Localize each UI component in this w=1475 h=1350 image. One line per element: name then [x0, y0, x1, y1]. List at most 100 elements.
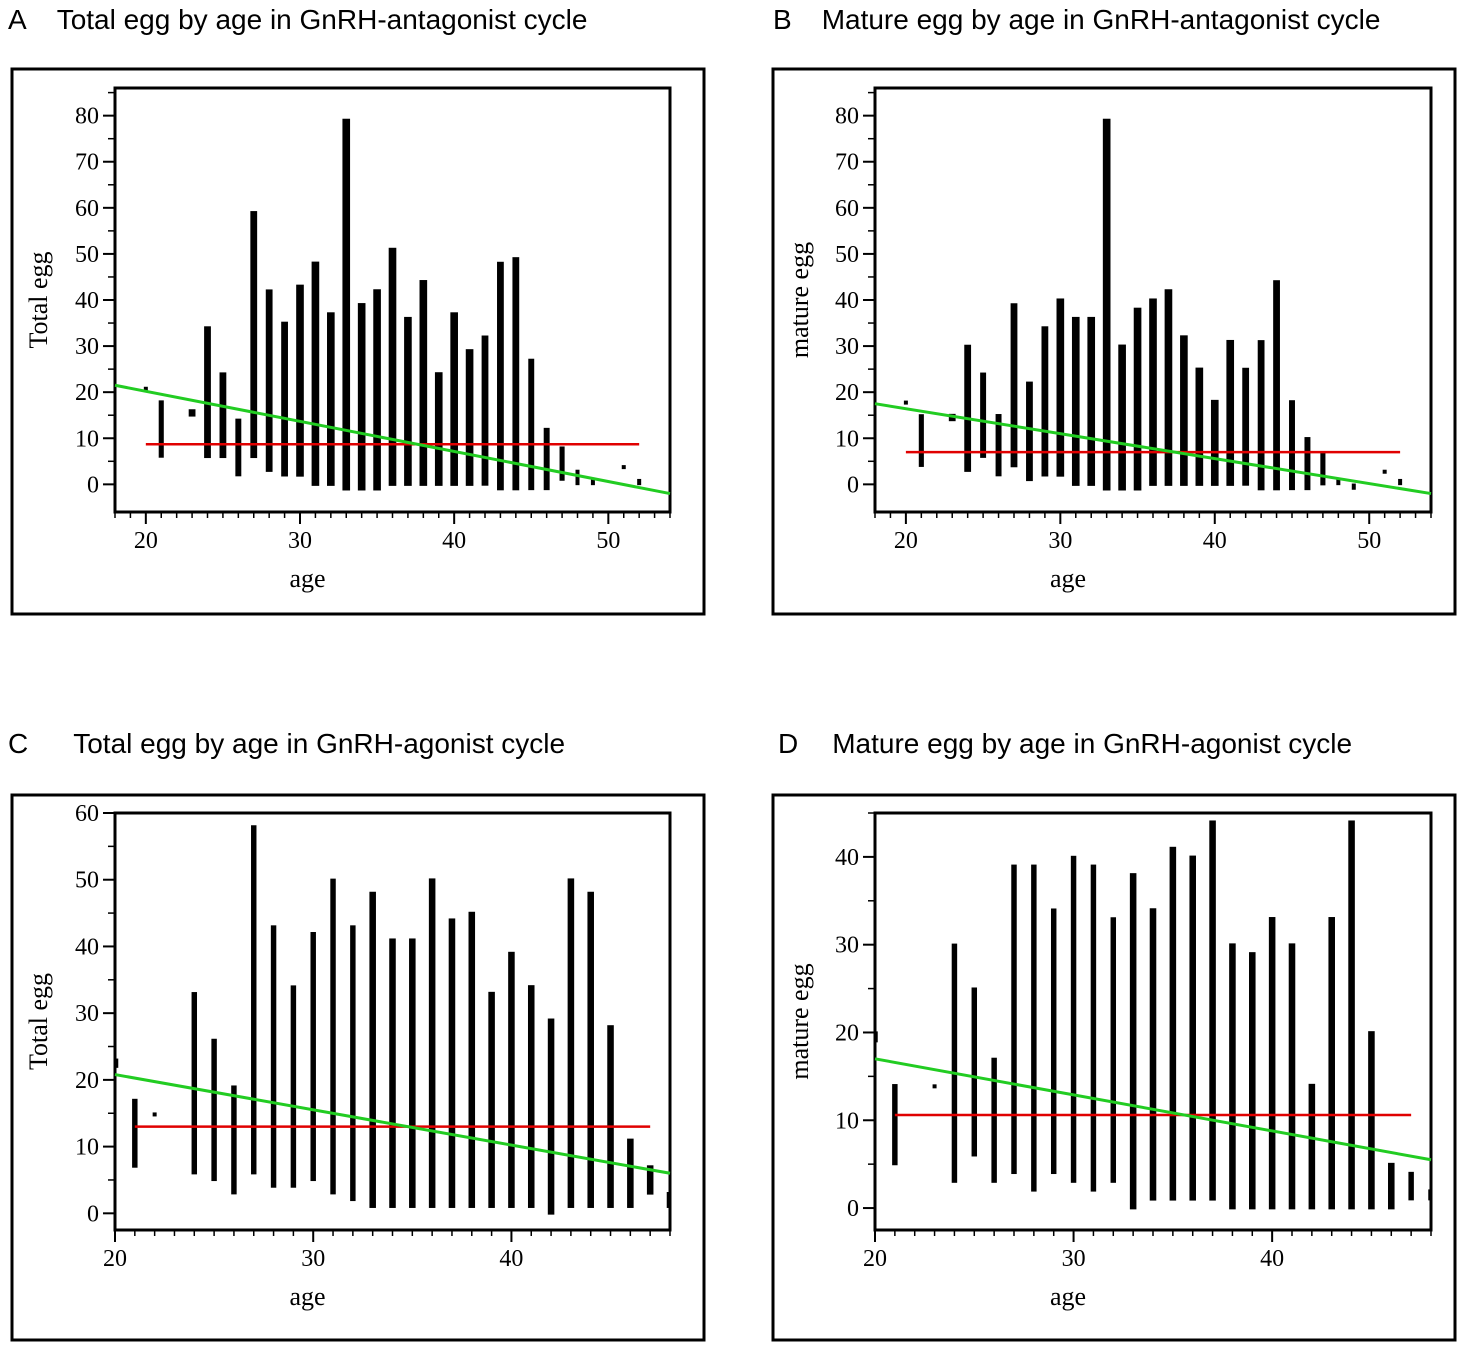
data-point-column [607, 1025, 614, 1208]
data-point-column [991, 1057, 997, 1183]
data-point-column [327, 312, 335, 486]
data-point-column [621, 465, 626, 470]
x-tick-label: 40 [1203, 528, 1227, 554]
data-point-column [1257, 340, 1265, 491]
x-tick-label: 30 [1062, 1246, 1086, 1272]
fit-line [874, 402, 1432, 496]
y-tick-label: 10 [75, 426, 99, 452]
data-point-column [1351, 483, 1356, 490]
x-axis-label: age [1050, 1282, 1086, 1311]
outer-frame [771, 793, 1457, 1342]
y-tick-label: 80 [835, 104, 859, 130]
x-tick-label: 30 [288, 528, 312, 554]
data-point-column [191, 992, 198, 1175]
data-point-column [528, 358, 535, 491]
data-point-column [296, 284, 304, 477]
data-point-column [627, 1138, 634, 1208]
data-point-column [115, 1058, 119, 1068]
y-tick-label: 10 [835, 426, 859, 452]
data-point-column [311, 261, 320, 486]
data-point-column [188, 409, 196, 417]
y-tick-label: 60 [75, 801, 99, 827]
data-point-column [918, 414, 924, 467]
data-point-column [404, 316, 412, 486]
data-point-column [1304, 437, 1311, 491]
data-point-column [290, 985, 297, 1188]
data-point-column [512, 257, 520, 491]
data-points [115, 825, 670, 1215]
data-point-column [547, 1018, 555, 1215]
data-point-column [389, 938, 396, 1208]
fit-line [874, 1057, 1432, 1162]
data-point-column [270, 925, 277, 1188]
data-point-column [1129, 873, 1137, 1210]
data-point-column [646, 1165, 654, 1195]
y-tick-label: 50 [75, 868, 99, 894]
data-point-column [1388, 1162, 1395, 1210]
chart-panel-d: 0 10 20 30 40 20 30 40 age mature egg [771, 793, 1457, 1342]
data-point-column [637, 478, 642, 486]
x-tick-label: 30 [301, 1246, 325, 1272]
data-point-column [1408, 1171, 1414, 1201]
panel-c-title: C Total egg by age in GnRH-agonist cycle [8, 728, 565, 760]
data-point-column [250, 211, 258, 459]
x-axis-label: age [289, 1282, 325, 1311]
data-point-column [951, 943, 958, 1183]
data-point-column [1010, 303, 1018, 468]
fit-line [114, 1073, 671, 1175]
y-tick-label: 0 [847, 472, 859, 498]
data-point-column [1368, 1031, 1375, 1210]
data-point-column [1382, 469, 1387, 474]
data-point-column [1249, 952, 1256, 1210]
data-point-column [330, 878, 336, 1195]
data-point-column [527, 985, 535, 1208]
y-tick-label: 40 [835, 845, 859, 871]
y-tick-label: 80 [75, 104, 99, 130]
data-point-column [448, 918, 456, 1208]
data-point-column [1090, 864, 1097, 1192]
data-point-column [1026, 381, 1033, 482]
x-tick-label: 20 [134, 528, 158, 554]
x-tick-label: 40 [1260, 1246, 1284, 1272]
data-point-column [559, 446, 565, 481]
data-point-column [158, 400, 164, 458]
y-tick-label: 0 [87, 1201, 99, 1227]
y-axis-label: Total egg [24, 251, 53, 348]
y-tick-label: 30 [835, 933, 859, 959]
data-point-column [219, 372, 227, 459]
data-point-column [1336, 478, 1341, 486]
data-point-column [342, 118, 351, 491]
data-point-column [1226, 339, 1235, 486]
data-point-column [1209, 820, 1216, 1201]
x-tick-label: 50 [1357, 528, 1381, 554]
data-point-column [204, 326, 211, 459]
data-point-column [1102, 118, 1111, 491]
data-point-column [666, 1191, 670, 1208]
data-point-column [350, 925, 356, 1202]
outer-frame [771, 67, 1457, 616]
data-point-column [567, 878, 575, 1208]
data-point-column [468, 911, 476, 1208]
panel-d-letter: D [778, 728, 799, 759]
x-tick-label: 40 [499, 1246, 523, 1272]
data-point-column [281, 321, 288, 477]
data-point-column [211, 1038, 217, 1182]
x-axis-label: age [1050, 564, 1086, 593]
data-point-column [152, 1112, 157, 1117]
data-point-column [1164, 289, 1173, 486]
data-point-column [1110, 917, 1117, 1183]
y-tick-label: 30 [75, 1001, 99, 1027]
data-point-column [1031, 864, 1037, 1192]
data-point-column [932, 1084, 937, 1089]
data-point-column [1133, 307, 1142, 491]
data-point-column [1398, 478, 1403, 486]
y-axis-label: Total egg [24, 973, 53, 1070]
data-point-column [980, 372, 987, 458]
data-point-column [971, 987, 978, 1157]
panel-c-title-text: Total egg by age in GnRH-agonist cycle [73, 728, 566, 759]
y-tick-label: 20 [75, 380, 99, 406]
data-point-column [1428, 1189, 1431, 1201]
data-point-column [434, 372, 443, 486]
data-point-column [575, 469, 580, 486]
x-tick-label: 30 [1048, 528, 1072, 554]
